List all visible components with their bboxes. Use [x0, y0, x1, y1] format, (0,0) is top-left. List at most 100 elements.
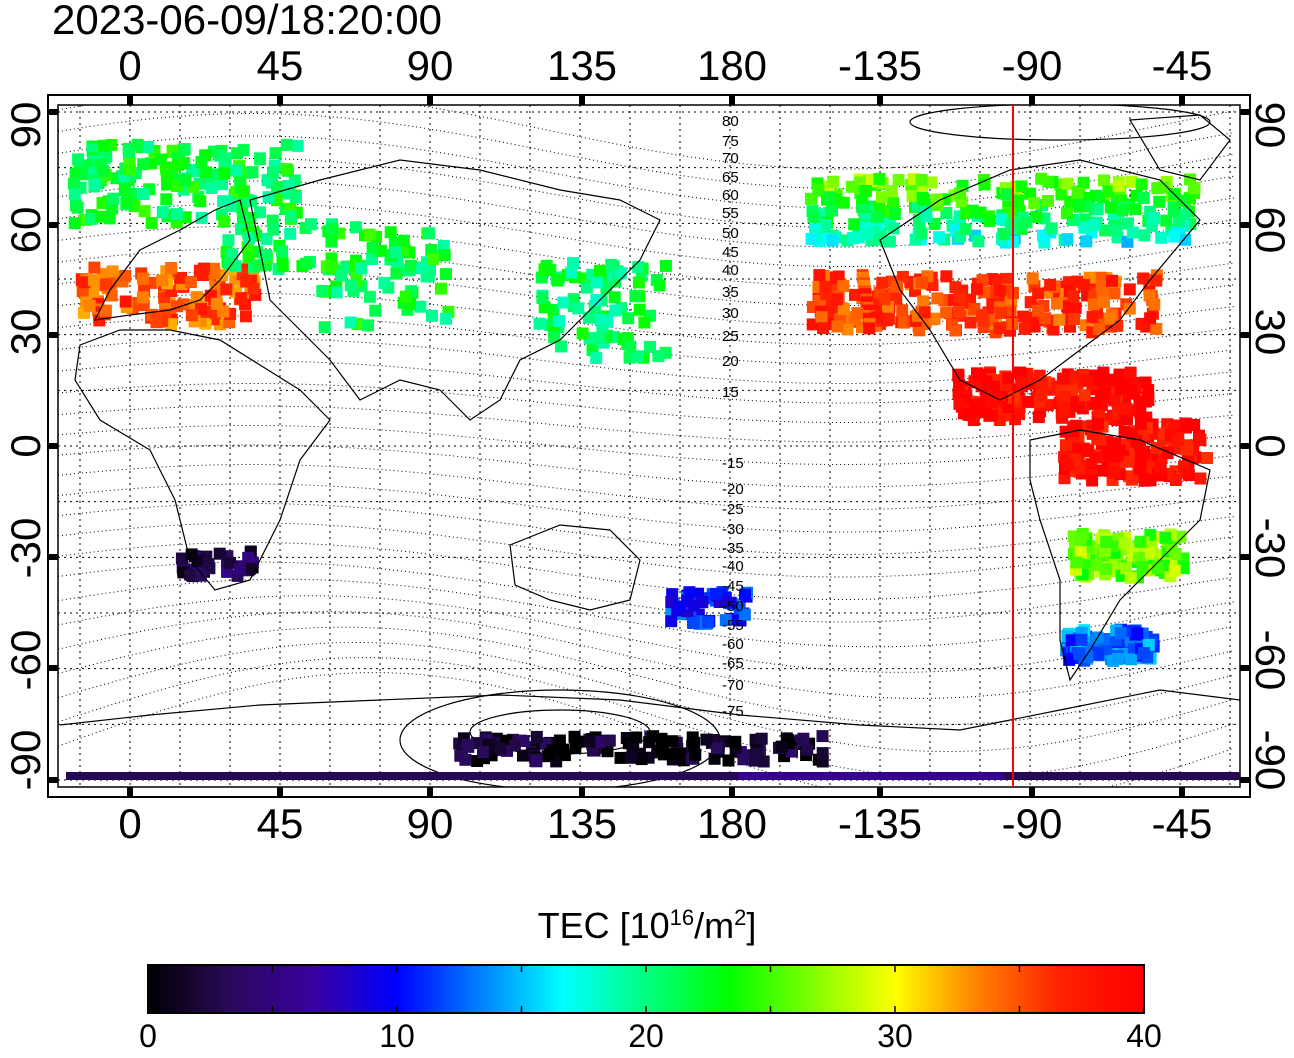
tec-cell: [687, 617, 700, 629]
tec-cell: [235, 292, 248, 305]
tec-cell: [635, 753, 648, 766]
tec-cell: [388, 772, 402, 780]
tec-cell: [103, 212, 116, 225]
tec-cell: [1129, 203, 1142, 216]
tec-cell: [819, 218, 832, 231]
tec-cell: [344, 279, 357, 292]
tec-cell: [598, 772, 612, 780]
tec-cell: [250, 245, 263, 258]
tec-cell: [970, 283, 983, 296]
contour-label: 65: [722, 169, 739, 186]
tec-cell: [202, 558, 215, 571]
tec-cell: [254, 206, 267, 219]
tec-cell: [883, 235, 896, 248]
tec-cell: [696, 772, 710, 780]
tec-cell: [990, 772, 1004, 780]
tec-cell: [1138, 474, 1151, 487]
tec-cell: [1155, 231, 1168, 244]
frame-tick: [427, 787, 433, 797]
tec-cell: [916, 191, 929, 204]
tec-cell: [1148, 298, 1161, 311]
tec-cell: [494, 742, 507, 755]
tec-cell: [896, 304, 909, 317]
tec-cell: [657, 738, 670, 751]
tec-cell: [689, 748, 702, 761]
tec-cell: [1002, 401, 1015, 414]
tec-cell: [131, 138, 144, 151]
tec-cell: [1134, 417, 1147, 430]
tec-cell: [1168, 564, 1181, 577]
tec-cell: [1070, 419, 1083, 432]
tec-cell: [242, 551, 255, 564]
coastlines: [59, 114, 1240, 731]
tec-cell: [837, 280, 850, 293]
tec-cell: [425, 244, 438, 256]
tec-cell: [1088, 772, 1102, 780]
contour-label: -70: [722, 677, 744, 694]
contour-label: -35: [722, 540, 744, 557]
tec-cell: [930, 193, 943, 206]
tec-cell: [106, 265, 119, 278]
tec-cell: [156, 274, 169, 287]
top-lon-tick: 45: [256, 42, 304, 89]
frame-tick: [1179, 95, 1185, 105]
tec-cell: [1042, 195, 1054, 207]
tec-cell: [362, 319, 374, 332]
tec-cell: [881, 314, 894, 327]
tec-cell: [875, 191, 888, 204]
tec-cell: [1035, 390, 1048, 403]
tec-cell: [590, 352, 603, 364]
contour-line: [58, 444, 1235, 488]
tec-cell: [609, 304, 622, 317]
tec-cell: [150, 316, 163, 329]
tec-cell: [1110, 224, 1122, 237]
coastline: [509, 524, 641, 611]
tec-cell: [546, 744, 559, 757]
tec-cell: [1077, 176, 1090, 189]
tec-cell: [1172, 772, 1186, 780]
tec-cell: [192, 772, 206, 780]
tec-cell: [1047, 323, 1060, 336]
tec-cell: [1159, 531, 1172, 544]
tec-cell: [594, 735, 606, 748]
tec-cell: [244, 545, 257, 558]
tec-cell: [846, 232, 859, 245]
tec-cell: [160, 169, 173, 182]
tec-cell: [1100, 535, 1113, 548]
tec-cell: [330, 286, 343, 299]
bottom-lon-tick: 45: [256, 800, 304, 847]
tec-cell: [1087, 219, 1099, 232]
tec-cell: [1143, 546, 1156, 558]
tec-cell: [1135, 178, 1148, 191]
tec-cell: [1086, 310, 1099, 323]
tec-cell: [1065, 634, 1078, 647]
tec-cell: [991, 394, 1003, 407]
tec-cell: [1120, 562, 1133, 575]
contour-label: -30: [722, 521, 744, 538]
tec-cell: [136, 772, 150, 780]
tec-cell: [837, 196, 850, 209]
tec-cell: [517, 749, 529, 762]
tec-cell: [949, 324, 962, 337]
tec-cell: [161, 178, 174, 191]
tec-cell: [205, 182, 218, 194]
tec-cell: [964, 316, 977, 329]
tec-cell: [780, 772, 794, 780]
tec-cell: [80, 772, 94, 780]
tec-cell: [1119, 403, 1132, 415]
tec-cell: [985, 409, 998, 422]
latitude-labels: 90 60 30 0 -30 -60 -90 90 60 30 0 -30 -6…: [2, 102, 1294, 791]
tec-cell: [654, 772, 668, 780]
tec-cell: [565, 266, 578, 279]
tec-cell: [1157, 181, 1170, 194]
tec-cell: [1030, 210, 1043, 223]
frame-tick: [729, 787, 735, 797]
tec-cell: [551, 274, 564, 287]
tec-cell: [976, 772, 990, 780]
coastline: [1128, 114, 1231, 181]
contour-line: [58, 105, 1235, 170]
frame-tick: [1240, 777, 1250, 783]
tec-cell: [118, 184, 131, 196]
tec-cell: [826, 234, 839, 247]
tec-cell: [194, 195, 207, 208]
